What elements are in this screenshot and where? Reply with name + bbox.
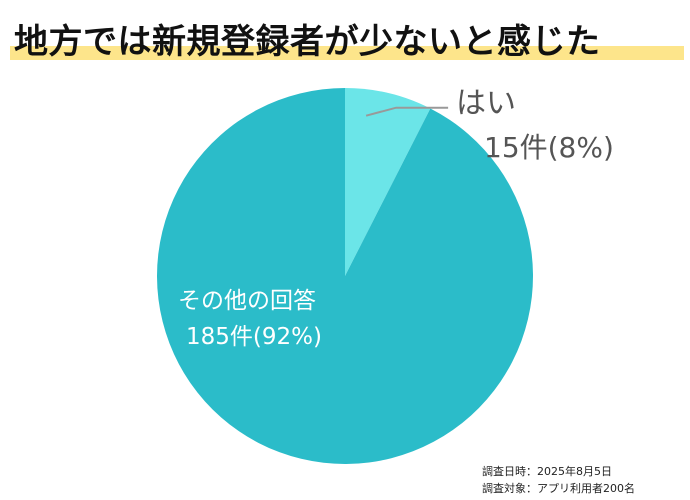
pie-slice-yes: [345, 88, 431, 276]
survey-target-note: 調査対象：アプリ利用者200名: [482, 482, 635, 495]
slice-value-yes: 15件(8%): [484, 131, 614, 164]
slice-label-other: その他の回答: [178, 288, 316, 314]
survey-date-note: 調査日時：2025年8月5日: [482, 465, 612, 478]
slice-value-other: 185件(92%): [186, 324, 322, 350]
title-highlight-band: [10, 46, 684, 60]
slice-label-yes: はい: [456, 86, 516, 121]
pie-slice-other: [156, 88, 533, 465]
leader-line: [365, 106, 449, 117]
chart-title: 地方では新規登録者が少ないと感じた: [14, 22, 601, 62]
